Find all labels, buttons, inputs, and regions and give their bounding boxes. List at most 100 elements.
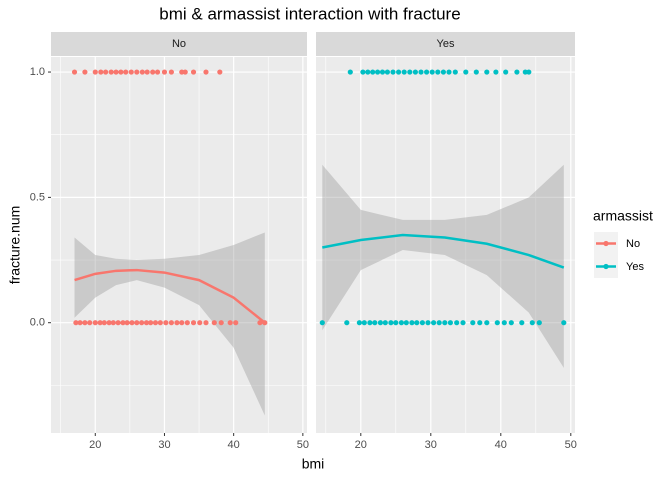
data-point <box>150 69 156 75</box>
data-point <box>429 69 435 75</box>
confidence-band <box>74 232 265 416</box>
panel-background <box>316 57 575 433</box>
data-point <box>139 69 145 75</box>
data-point <box>347 69 353 75</box>
data-point <box>435 69 441 75</box>
data-point <box>143 320 150 326</box>
y-axis-title: fracture.num <box>7 206 23 285</box>
data-point <box>396 69 402 75</box>
data-point <box>129 320 135 326</box>
legend-point <box>603 240 609 247</box>
data-point <box>113 69 119 75</box>
data-point <box>460 320 466 326</box>
data-point <box>182 69 188 75</box>
x-tick-label: 30 <box>158 439 170 451</box>
x-tick-label: 50 <box>297 439 309 451</box>
data-point <box>425 320 431 326</box>
data-point <box>390 69 396 75</box>
y-tick-label: 1.0 <box>30 66 45 78</box>
data-point <box>477 320 483 326</box>
data-point <box>161 69 168 75</box>
data-point <box>174 320 180 326</box>
data-point <box>493 69 499 75</box>
data-point <box>360 69 366 75</box>
data-point <box>190 320 197 326</box>
x-tick-label: 20 <box>89 439 101 451</box>
data-point <box>110 320 116 326</box>
data-point <box>463 69 469 75</box>
data-point <box>168 69 174 75</box>
data-point <box>484 69 490 75</box>
data-point <box>372 320 378 326</box>
data-point <box>401 69 407 75</box>
facet-label: Yes <box>437 38 455 50</box>
x-tick-label: 40 <box>495 439 507 451</box>
y-tick-label: 0.5 <box>30 191 45 203</box>
data-point <box>115 320 121 326</box>
smooth-line <box>74 268 266 324</box>
data-point <box>536 320 542 326</box>
data-point <box>134 320 140 326</box>
data-point <box>375 69 381 75</box>
data-point <box>508 320 514 326</box>
data-point <box>412 69 418 75</box>
data-point <box>103 69 109 75</box>
legend-label: Yes <box>626 261 644 273</box>
x-tick-label: 20 <box>355 439 367 451</box>
data-point <box>139 320 145 326</box>
confidence-band <box>322 164 564 368</box>
data-point <box>154 69 161 75</box>
data-point <box>409 320 415 326</box>
facet-strip <box>51 32 307 56</box>
data-point <box>436 320 442 326</box>
data-point <box>519 320 525 326</box>
data-point <box>440 69 446 75</box>
data-point <box>92 69 98 75</box>
data-point <box>418 69 424 75</box>
x-tick-label: 40 <box>228 439 240 451</box>
data-point <box>370 69 376 75</box>
data-point <box>163 320 169 326</box>
data-point <box>144 69 150 75</box>
data-point <box>407 69 413 75</box>
data-point <box>218 320 224 326</box>
data-point <box>71 69 78 75</box>
data-point <box>470 320 476 326</box>
data-point <box>379 69 386 75</box>
data-point <box>82 69 88 75</box>
data-point <box>393 320 399 326</box>
data-point <box>484 320 490 326</box>
data-point <box>217 69 223 75</box>
data-point <box>101 320 107 326</box>
x-tick-label: 50 <box>565 439 577 451</box>
data-point <box>529 320 535 326</box>
data-point <box>473 69 479 75</box>
data-point <box>344 320 350 326</box>
data-point <box>128 69 134 75</box>
data-point <box>424 69 430 75</box>
data-point <box>98 69 104 75</box>
legend-title: armassist <box>593 208 653 224</box>
data-point <box>356 320 362 326</box>
data-point <box>447 320 453 326</box>
data-point <box>403 320 409 326</box>
data-point <box>414 320 420 326</box>
panel-background <box>51 57 307 433</box>
data-point <box>148 320 154 326</box>
data-point <box>454 320 460 326</box>
data-point <box>73 320 79 326</box>
data-point <box>179 320 185 326</box>
data-point <box>501 320 507 326</box>
y-tick-label: 0.0 <box>30 317 45 329</box>
data-point <box>319 320 325 326</box>
data-point <box>442 320 448 326</box>
data-point <box>384 69 390 75</box>
data-point <box>197 320 203 326</box>
data-point <box>120 320 126 326</box>
data-point <box>134 69 140 75</box>
chart-title: bmi & armassist interaction with fractur… <box>159 4 460 23</box>
data-point <box>526 69 532 75</box>
data-point <box>233 320 239 326</box>
data-point <box>382 320 388 326</box>
